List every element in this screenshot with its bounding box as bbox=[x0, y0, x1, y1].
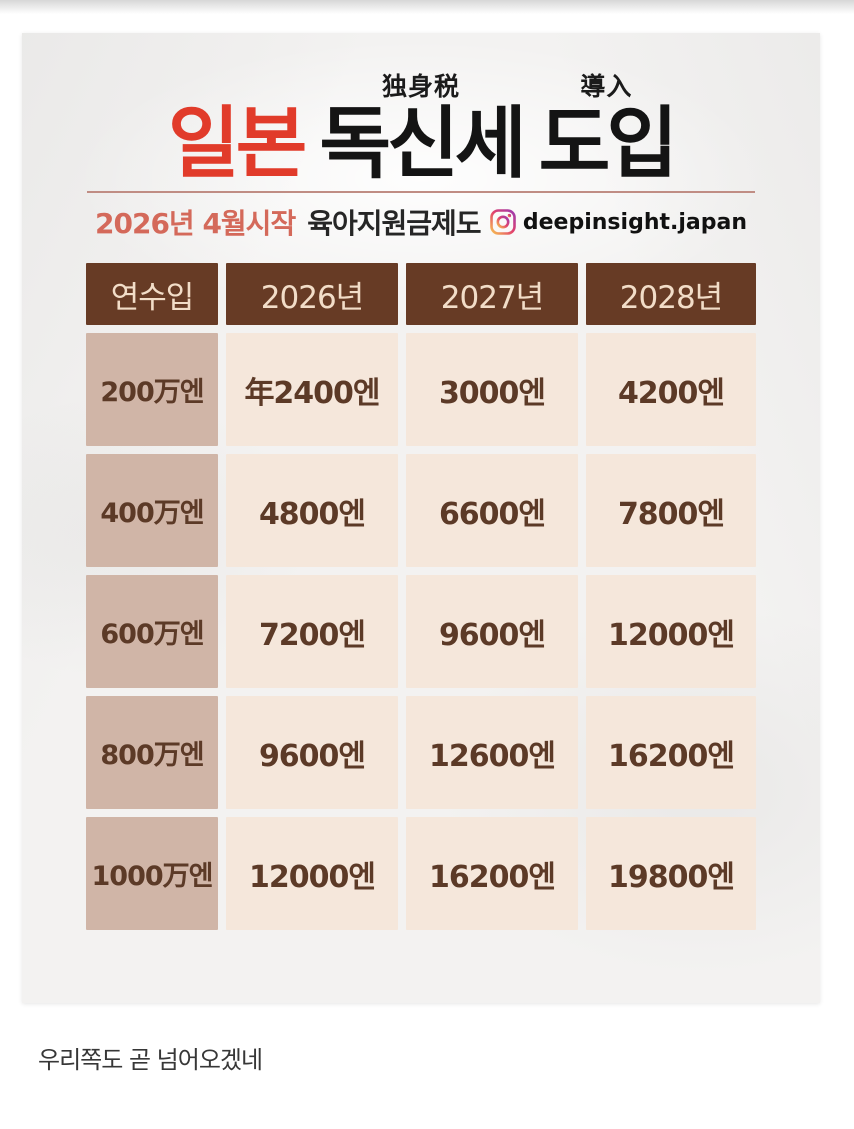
table-cell: 16200엔 bbox=[406, 817, 578, 930]
table-header-2027: 2027년 bbox=[406, 263, 578, 325]
table-cell: 9600엔 bbox=[226, 696, 398, 809]
table-cell: 12600엔 bbox=[406, 696, 578, 809]
table-header-income: 연수입 bbox=[86, 263, 218, 325]
row-label: 400万엔 bbox=[86, 454, 218, 567]
table-cell: 19800엔 bbox=[586, 817, 756, 930]
table-cell: 6600엔 bbox=[406, 454, 578, 567]
post-comment-text: 우리쪽도 곧 넘어오겠네 bbox=[38, 1046, 263, 1074]
table-cell: 3000엔 bbox=[406, 333, 578, 446]
table-cell: 16200엔 bbox=[586, 696, 756, 809]
table-cell: 4200엔 bbox=[586, 333, 756, 446]
table-cell: 12000엔 bbox=[226, 817, 398, 930]
poster-title: 일본 独身税 독신세 導入 도입 bbox=[22, 33, 820, 189]
subtitle-left-group: 2026년 4월시작 육아지원금제도 bbox=[95, 202, 482, 242]
row-label: 800万엔 bbox=[86, 696, 218, 809]
table-cell: 9600엔 bbox=[406, 575, 578, 688]
table-cell: 4800엔 bbox=[226, 454, 398, 567]
row-label: 200万엔 bbox=[86, 333, 218, 446]
table-header-2026: 2026년 bbox=[226, 263, 398, 325]
table-cell: 7800엔 bbox=[586, 454, 756, 567]
title-introduction-stack: 導入 도입 bbox=[538, 71, 679, 189]
singles-tax-table: 연수입 2026년 2027년 2028년 200万엔 年2400엔 3000엔… bbox=[86, 263, 756, 930]
table-cell: 年2400엔 bbox=[226, 333, 398, 446]
poster-subtitle: 2026년 4월시작 육아지원금제도 d bbox=[87, 203, 755, 241]
top-shadow-bar bbox=[0, 0, 854, 14]
title-country: 일본 bbox=[167, 98, 308, 189]
title-annotation-introduction-jp: 導入 bbox=[580, 71, 633, 101]
table-cell: 12000엔 bbox=[586, 575, 756, 688]
title-singles-tax-stack: 独身税 독신세 bbox=[319, 71, 526, 189]
instagram-icon bbox=[490, 209, 516, 235]
row-label: 1000万엔 bbox=[86, 817, 218, 930]
instagram-credit: deepinsight.japan bbox=[490, 209, 747, 235]
title-country-stack: 일본 bbox=[167, 74, 308, 189]
title-annotation-singles-tax-jp: 独身税 bbox=[381, 71, 460, 101]
singles-tax-infographic-image: 일본 独身税 독신세 導入 도입 2026년 4월시작 육아지원금제도 bbox=[22, 33, 820, 1003]
table-header-2028: 2028년 bbox=[586, 263, 756, 325]
table-cell: 7200엔 bbox=[226, 575, 398, 688]
title-divider-line bbox=[87, 191, 755, 193]
subtitle-start-date: 2026년 4월시작 bbox=[95, 207, 296, 240]
title-singles-tax: 독신세 bbox=[319, 98, 526, 189]
row-label: 600万엔 bbox=[86, 575, 218, 688]
instagram-handle: deepinsight.japan bbox=[522, 209, 747, 235]
title-introduction: 도입 bbox=[538, 98, 679, 189]
subtitle-program-name: 육아지원금제도 bbox=[307, 207, 481, 240]
